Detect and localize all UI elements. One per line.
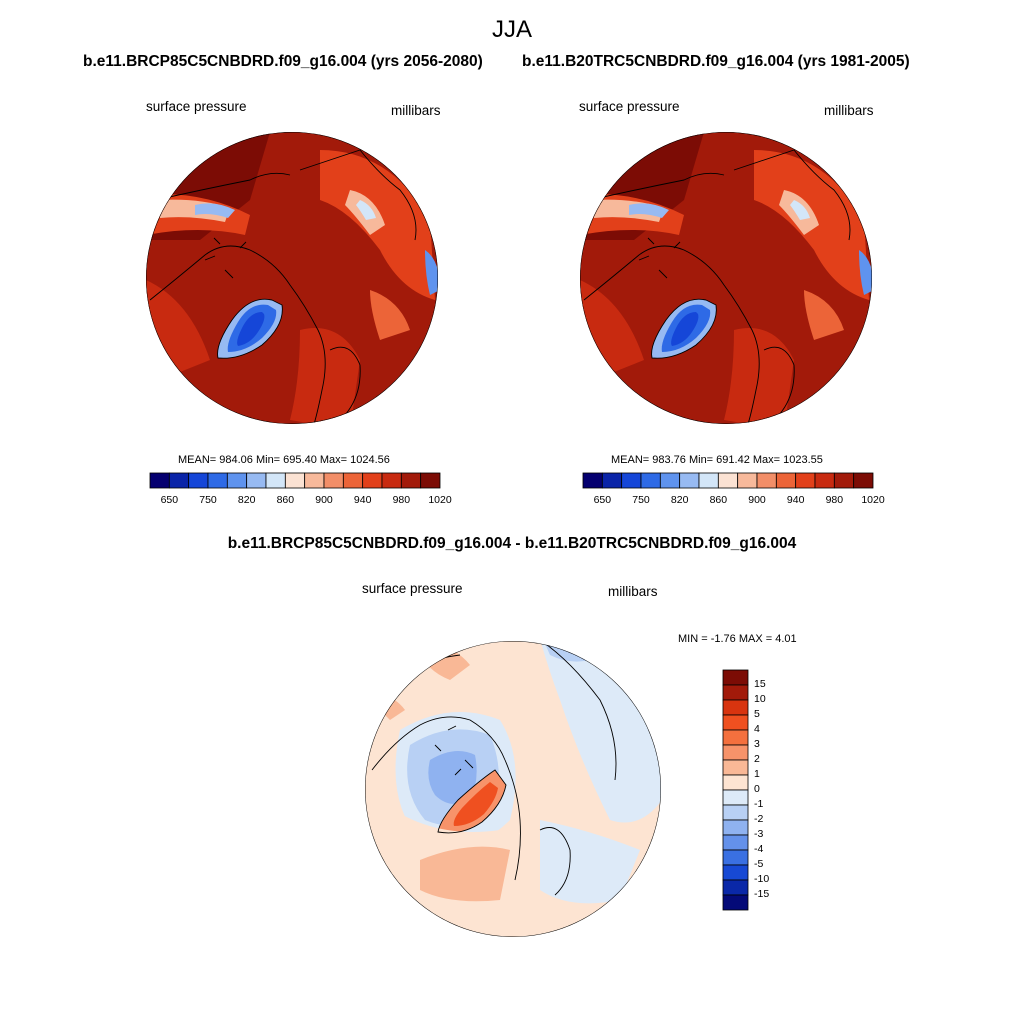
panel-1-colorbar xyxy=(149,472,441,489)
difference-colorbar-swatch xyxy=(722,804,749,821)
panel-1-colorbar-swatch xyxy=(323,472,344,489)
panel-1-units-label: millibars xyxy=(391,103,441,118)
difference-colorbar-swatch xyxy=(722,849,749,866)
panel-1-colorbar-swatch xyxy=(188,472,209,489)
difference-variable-label: surface pressure xyxy=(362,581,463,596)
panel-1-colorbar-labels: 650 750 820 860 900 940 980 1020 xyxy=(0,494,1024,510)
difference-colorbar-swatch xyxy=(722,834,749,851)
difference-colorbar-swatch xyxy=(722,714,749,731)
panel-1-colorbar-swatch xyxy=(362,472,383,489)
panel-1-colorbar-swatch xyxy=(284,472,306,489)
panel-2-colorbar-labels: 650 750 820 860 900 940 980 1020 xyxy=(0,494,1024,510)
panel-1-title: b.e11.BRCP85C5CNBDRD.f09_g16.004 (yrs 20… xyxy=(83,53,483,70)
panel-1-colorbar-swatch xyxy=(342,472,364,489)
panel-1-colorbar-swatch xyxy=(207,472,228,489)
season-title: JJA xyxy=(491,16,532,43)
panel-2-colorbar-tick-label: 860 xyxy=(709,494,728,506)
panel-2-colorbar-tick-label: 650 xyxy=(593,494,612,506)
panel-2-colorbar-tick-label: 750 xyxy=(632,494,650,506)
difference-colorbar-swatch xyxy=(722,759,749,776)
panel-2-colorbar-swatch xyxy=(737,472,758,489)
panel-2-colorbar-swatch xyxy=(833,472,855,489)
difference-colorbar-swatch xyxy=(722,879,749,896)
difference-colorbar-swatch xyxy=(722,684,749,701)
panel-1-colorbar-swatch xyxy=(265,472,286,489)
difference-title: b.e11.BRCP85C5CNBDRD.f09_g16.004 - b.e11… xyxy=(227,535,797,552)
difference-map xyxy=(365,641,661,937)
panel-1-colorbar-tick-label: 820 xyxy=(237,494,256,506)
difference-colorbar-swatch xyxy=(722,864,749,881)
panel-1-colorbar-swatch xyxy=(400,472,422,489)
panel-2-colorbar-swatch xyxy=(795,472,816,489)
panel-2-variable-label: surface pressure xyxy=(579,99,680,114)
panel-2-colorbar-swatch xyxy=(621,472,642,489)
panel-2-units-label: millibars xyxy=(824,103,874,118)
panel-1-colorbar-swatch xyxy=(420,472,441,489)
panel-1-colorbar-tick-label: 980 xyxy=(392,494,411,506)
panel-2-colorbar-swatch xyxy=(698,472,719,489)
panel-2-colorbar-swatch xyxy=(853,472,874,489)
panel-2-colorbar-swatch xyxy=(640,472,661,489)
difference-colorbar-swatch xyxy=(722,789,749,806)
panel-2-colorbar-tick-label: 1020 xyxy=(861,494,885,506)
panel-1-colorbar-swatch xyxy=(226,472,248,489)
difference-colorbar-swatch xyxy=(722,729,749,746)
panel-2-colorbar-swatch xyxy=(601,472,623,489)
panel-2-colorbar-swatch xyxy=(679,472,700,489)
difference-colorbar-swatch xyxy=(722,774,749,791)
panel-2-colorbar-swatch xyxy=(582,472,603,489)
panel-2-title: b.e11.B20TRC5CNBDRD.f09_g16.004 (yrs 198… xyxy=(522,53,910,70)
difference-colorbar-swatch xyxy=(722,669,749,686)
difference-colorbar xyxy=(722,669,749,911)
panel-2-map xyxy=(580,132,872,424)
panel-2-colorbar-tick-label: 940 xyxy=(786,494,805,506)
panel-1-colorbar-swatch xyxy=(149,472,170,489)
difference-stats: MIN = -1.76 MAX = 4.01 xyxy=(678,633,797,645)
panel-1-colorbar-swatch xyxy=(168,472,190,489)
panel-2-stats: MEAN= 983.76 Min= 691.42 Max= 1023.55 xyxy=(611,454,823,466)
difference-colorbar-swatch xyxy=(722,744,749,761)
panel-1-colorbar-tick-label: 1020 xyxy=(428,494,452,506)
panel-2-colorbar-tick-label: 900 xyxy=(748,494,766,506)
panel-2-colorbar-swatch xyxy=(775,472,797,489)
panel-2-colorbar-swatch xyxy=(814,472,835,489)
panel-1-stats: MEAN= 984.06 Min= 695.40 Max= 1024.56 xyxy=(178,454,390,466)
panel-1-colorbar-swatch xyxy=(246,472,267,489)
panel-2-colorbar-swatch xyxy=(756,472,777,489)
panel-1-colorbar-tick-label: 860 xyxy=(276,494,295,506)
panel-2-colorbar-swatch xyxy=(659,472,681,489)
difference-colorbar-swatch xyxy=(722,894,749,911)
panel-1-colorbar-tick-label: 940 xyxy=(353,494,372,506)
panel-2-colorbar xyxy=(582,472,874,489)
panel-1-map xyxy=(146,132,438,424)
difference-colorbar-swatch xyxy=(722,819,749,836)
panel-1-colorbar-swatch xyxy=(304,472,325,489)
panel-1-colorbar-tick-label: 650 xyxy=(160,494,179,506)
panel-1-colorbar-tick-label: 900 xyxy=(315,494,333,506)
panel-1-colorbar-swatch xyxy=(381,472,402,489)
panel-2-colorbar-tick-label: 980 xyxy=(825,494,844,506)
difference-colorbar-swatch xyxy=(722,699,749,716)
panel-1-colorbar-tick-label: 750 xyxy=(199,494,217,506)
panel-2-colorbar-swatch xyxy=(717,472,739,489)
panel-2-colorbar-tick-label: 820 xyxy=(670,494,689,506)
difference-units-label: millibars xyxy=(608,584,658,599)
panel-1-variable-label: surface pressure xyxy=(146,99,247,114)
